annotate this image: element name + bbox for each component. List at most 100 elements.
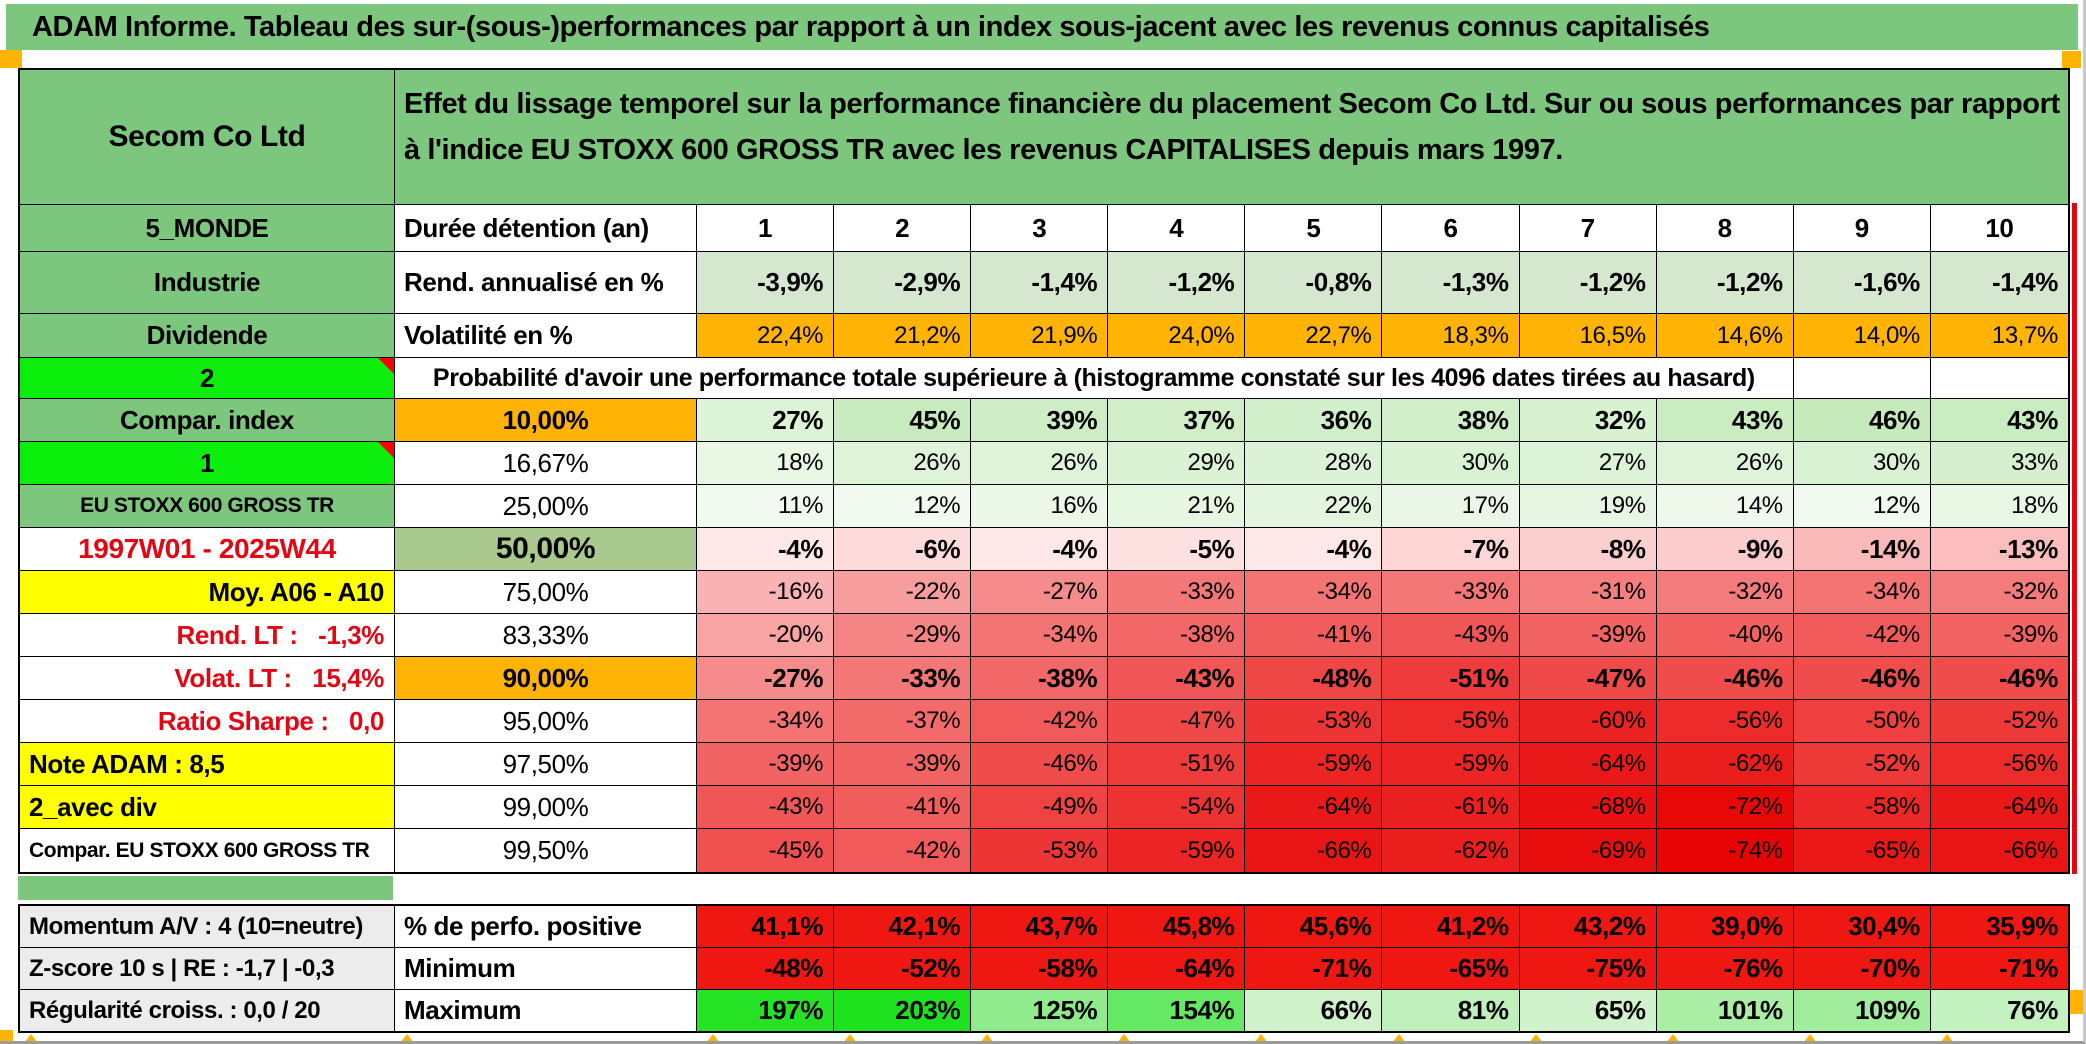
data-cell-max-c8[interactable]: 101% [1656,990,1794,1031]
data-cell-perfo-c2[interactable]: 42,1% [834,906,972,948]
data-cell-p83-c5[interactable]: -41% [1245,614,1383,657]
data-cell-p90-c6[interactable]: -51% [1382,657,1520,700]
data-cell-max-c4[interactable]: 154% [1108,990,1246,1031]
data-cell-p975-c4[interactable]: -51% [1108,743,1246,786]
data-cell-p95-c3[interactable]: -42% [971,700,1109,743]
data-cell-p16-c4[interactable]: 29% [1108,442,1246,485]
row-label-p99[interactable]: 2_avec div [20,786,395,829]
row-header-p95[interactable]: 95,00% [395,700,697,743]
row-label-p95[interactable]: Ratio Sharpe : 0,0 [20,700,395,743]
row-label-p83[interactable]: Rend. LT : -1,3% [20,614,395,657]
data-cell-duree-c7[interactable]: 7 [1519,205,1657,252]
data-cell-p995-c10[interactable]: -66% [1930,829,2068,872]
data-cell-p99-c5[interactable]: -64% [1245,786,1383,829]
row-label-min[interactable]: Z-score 10 s | RE : -1,7 | -0,3 [20,948,395,990]
data-cell-p90-c4[interactable]: -43% [1108,657,1246,700]
data-cell-p99-c8[interactable]: -72% [1656,786,1794,829]
data-cell-p75-c4[interactable]: -33% [1108,571,1246,614]
data-cell-perfo-c4[interactable]: 45,8% [1108,906,1246,948]
data-cell-max-c6[interactable]: 81% [1382,990,1520,1031]
data-cell-p25-c5[interactable]: 22% [1245,485,1383,528]
data-cell-perfo-c9[interactable]: 30,4% [1793,906,1931,948]
data-cell-p10-c2[interactable]: 45% [834,399,972,442]
data-cell-p16-c10[interactable]: 33% [1930,442,2068,485]
data-cell-rend-c2[interactable]: -2,9% [834,252,972,314]
data-cell-perfo-c7[interactable]: 43,2% [1519,906,1657,948]
data-cell-max-c7[interactable]: 65% [1519,990,1657,1031]
green-spacer-cell[interactable] [18,876,393,900]
data-cell-duree-c10[interactable]: 10 [1930,205,2068,252]
data-cell-perfo-c10[interactable]: 35,9% [1930,906,2068,948]
data-cell-p75-c3[interactable]: -27% [971,571,1109,614]
data-cell-vol-c7[interactable]: 16,5% [1519,314,1657,358]
data-cell-p16-c6[interactable]: 30% [1382,442,1520,485]
data-cell-p975-c1[interactable]: -39% [697,743,835,786]
data-cell-p16-c3[interactable]: 26% [971,442,1109,485]
row-label-p50[interactable]: 1997W01 - 2025W44 [20,528,395,571]
empty-cell[interactable] [1930,358,2068,399]
data-cell-perfo-c8[interactable]: 39,0% [1656,906,1794,948]
data-cell-p50-c6[interactable]: -7% [1382,528,1520,571]
data-cell-max-c2[interactable]: 203% [834,990,972,1031]
row-header-p83[interactable]: 83,33% [395,614,697,657]
data-cell-p975-c2[interactable]: -39% [834,743,972,786]
data-cell-p10-c3[interactable]: 39% [971,399,1109,442]
data-cell-rend-c7[interactable]: -1,2% [1519,252,1657,314]
data-cell-p50-c2[interactable]: -6% [834,528,972,571]
data-cell-p995-c7[interactable]: -69% [1519,829,1657,872]
data-cell-p995-c8[interactable]: -74% [1656,829,1794,872]
data-cell-p95-c9[interactable]: -50% [1793,700,1931,743]
data-cell-min-c6[interactable]: -65% [1382,948,1520,990]
data-cell-p16-c1[interactable]: 18% [697,442,835,485]
data-cell-duree-c3[interactable]: 3 [971,205,1109,252]
data-cell-max-c5[interactable]: 66% [1245,990,1383,1031]
data-cell-p16-c2[interactable]: 26% [834,442,972,485]
data-cell-p75-c8[interactable]: -32% [1656,571,1794,614]
data-cell-p10-c10[interactable]: 43% [1930,399,2068,442]
row-header-p995[interactable]: 99,50% [395,829,697,872]
data-cell-min-c2[interactable]: -52% [834,948,972,990]
data-cell-rend-c8[interactable]: -1,2% [1656,252,1794,314]
data-cell-p99-c2[interactable]: -41% [834,786,972,829]
data-cell-p75-c9[interactable]: -34% [1793,571,1931,614]
data-cell-p99-c7[interactable]: -68% [1519,786,1657,829]
data-cell-p975-c3[interactable]: -46% [971,743,1109,786]
data-cell-p975-c7[interactable]: -64% [1519,743,1657,786]
data-cell-p83-c2[interactable]: -29% [834,614,972,657]
data-cell-p995-c1[interactable]: -45% [697,829,835,872]
row-header-p16[interactable]: 16,67% [395,442,697,485]
data-cell-p99-c4[interactable]: -54% [1108,786,1246,829]
row-header-vol[interactable]: Volatilité en % [395,314,697,358]
data-cell-p83-c3[interactable]: -34% [971,614,1109,657]
data-cell-p25-c2[interactable]: 12% [834,485,972,528]
data-cell-vol-c6[interactable]: 18,3% [1382,314,1520,358]
data-cell-p90-c1[interactable]: -27% [697,657,835,700]
data-cell-duree-c9[interactable]: 9 [1793,205,1931,252]
data-cell-p75-c10[interactable]: -32% [1930,571,2068,614]
data-cell-p83-c4[interactable]: -38% [1108,614,1246,657]
data-cell-p95-c2[interactable]: -37% [834,700,972,743]
data-cell-p975-c10[interactable]: -56% [1930,743,2068,786]
data-cell-p10-c8[interactable]: 43% [1656,399,1794,442]
row-header-p75[interactable]: 75,00% [395,571,697,614]
row-label-rend[interactable]: Industrie [20,252,395,314]
data-cell-vol-c2[interactable]: 21,2% [834,314,972,358]
data-cell-p10-c5[interactable]: 36% [1245,399,1383,442]
data-cell-p95-c1[interactable]: -34% [697,700,835,743]
data-cell-p95-c10[interactable]: -52% [1930,700,2068,743]
data-cell-p95-c7[interactable]: -60% [1519,700,1657,743]
row-label-prob[interactable]: 2 [20,358,395,399]
data-cell-p50-c5[interactable]: -4% [1245,528,1383,571]
data-cell-p25-c7[interactable]: 19% [1519,485,1657,528]
data-cell-vol-c5[interactable]: 22,7% [1245,314,1383,358]
data-cell-rend-c3[interactable]: -1,4% [971,252,1109,314]
data-cell-vol-c9[interactable]: 14,0% [1793,314,1931,358]
data-cell-perfo-c5[interactable]: 45,6% [1245,906,1383,948]
data-cell-p50-c9[interactable]: -14% [1793,528,1931,571]
row-label-p16[interactable]: 1 [20,442,395,485]
row-label-max[interactable]: Régularité croiss. : 0,0 / 20 [20,990,395,1031]
data-cell-p975-c9[interactable]: -52% [1793,743,1931,786]
data-cell-p995-c2[interactable]: -42% [834,829,972,872]
row-label-p25[interactable]: EU STOXX 600 GROSS TR [20,485,395,528]
data-cell-rend-c6[interactable]: -1,3% [1382,252,1520,314]
